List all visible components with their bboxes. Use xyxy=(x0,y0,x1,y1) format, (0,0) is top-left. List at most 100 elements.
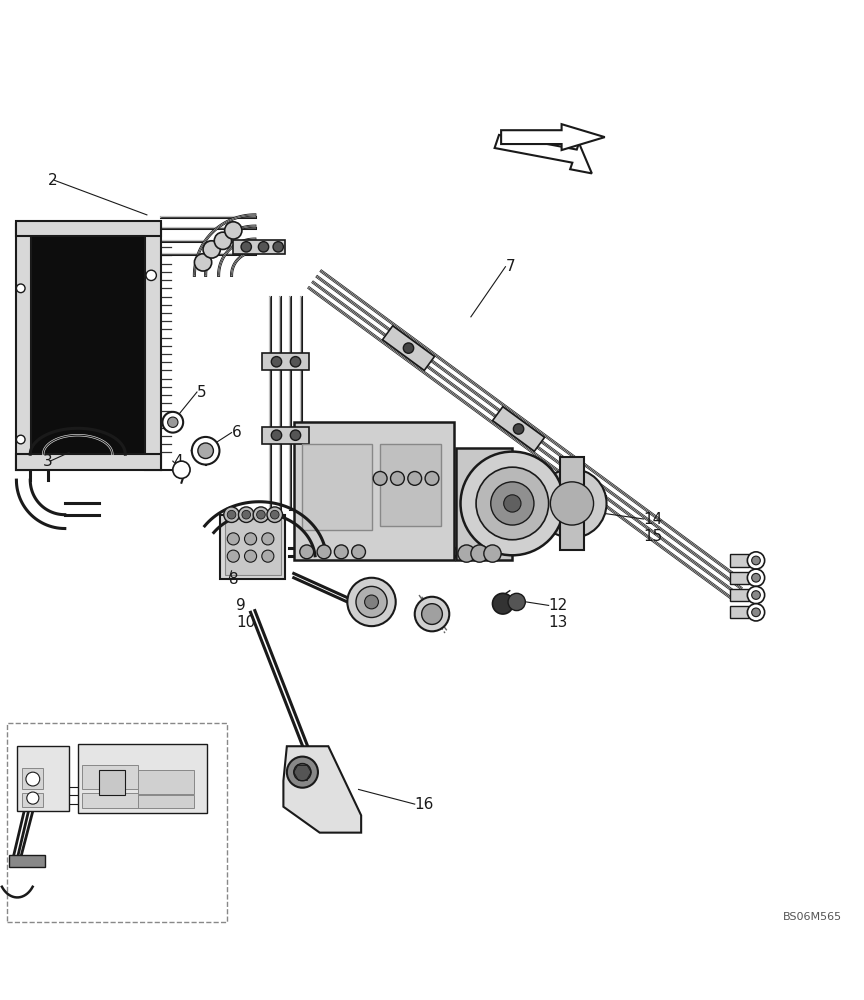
Text: 15: 15 xyxy=(644,529,663,544)
Circle shape xyxy=(173,461,190,478)
Bar xyxy=(31,236,145,454)
Bar xyxy=(730,589,749,601)
Circle shape xyxy=(26,772,40,786)
Bar xyxy=(16,454,161,470)
Circle shape xyxy=(238,507,254,522)
Bar xyxy=(233,240,285,254)
Bar xyxy=(99,770,125,795)
Circle shape xyxy=(225,222,242,239)
Circle shape xyxy=(271,357,282,367)
Text: 10: 10 xyxy=(236,615,255,630)
Circle shape xyxy=(290,430,301,440)
Circle shape xyxy=(403,343,414,353)
Circle shape xyxy=(258,242,269,252)
Bar xyxy=(82,793,138,808)
Bar xyxy=(560,457,584,550)
Circle shape xyxy=(242,510,251,519)
Bar xyxy=(456,448,512,560)
Circle shape xyxy=(513,424,524,434)
Circle shape xyxy=(317,545,331,559)
Circle shape xyxy=(537,469,607,538)
Circle shape xyxy=(245,533,257,545)
Circle shape xyxy=(356,586,387,618)
Circle shape xyxy=(747,586,765,604)
Circle shape xyxy=(492,593,513,614)
Circle shape xyxy=(752,591,760,599)
Text: 7: 7 xyxy=(505,259,515,274)
Circle shape xyxy=(347,578,396,626)
Bar xyxy=(225,519,281,575)
Circle shape xyxy=(227,510,236,519)
Circle shape xyxy=(227,533,239,545)
Bar xyxy=(145,224,161,470)
Circle shape xyxy=(198,443,213,459)
Circle shape xyxy=(752,556,760,565)
Bar xyxy=(22,768,43,789)
Circle shape xyxy=(16,435,25,444)
Circle shape xyxy=(471,545,488,562)
Circle shape xyxy=(391,471,404,485)
Circle shape xyxy=(747,569,765,586)
Bar xyxy=(138,795,194,808)
Bar xyxy=(730,572,749,584)
Circle shape xyxy=(262,550,274,562)
Circle shape xyxy=(262,533,274,545)
Polygon shape xyxy=(494,135,592,173)
Circle shape xyxy=(287,757,318,788)
Circle shape xyxy=(425,471,439,485)
Bar xyxy=(302,444,372,530)
Circle shape xyxy=(168,417,178,427)
Text: 13: 13 xyxy=(549,615,568,630)
Bar xyxy=(220,515,285,579)
Bar xyxy=(262,427,309,444)
Circle shape xyxy=(146,270,156,281)
Circle shape xyxy=(192,437,219,465)
Circle shape xyxy=(352,545,365,559)
Circle shape xyxy=(747,604,765,621)
Circle shape xyxy=(203,241,220,258)
Text: 5: 5 xyxy=(197,385,206,400)
Circle shape xyxy=(214,232,232,249)
Text: 2: 2 xyxy=(48,173,57,188)
Text: 14: 14 xyxy=(644,512,663,527)
Bar xyxy=(78,744,207,813)
Circle shape xyxy=(508,593,525,611)
Circle shape xyxy=(271,430,282,440)
Bar xyxy=(730,554,749,567)
FancyBboxPatch shape xyxy=(383,326,435,370)
Text: 16: 16 xyxy=(415,797,434,812)
Circle shape xyxy=(334,545,348,559)
Circle shape xyxy=(476,467,549,540)
Text: 4: 4 xyxy=(173,454,182,469)
Circle shape xyxy=(273,242,283,252)
Bar xyxy=(138,770,194,794)
Circle shape xyxy=(27,792,39,804)
Circle shape xyxy=(415,597,449,631)
Text: 12: 12 xyxy=(549,598,568,613)
Text: 8: 8 xyxy=(229,572,238,587)
Bar xyxy=(730,606,749,618)
Bar xyxy=(380,444,441,526)
Circle shape xyxy=(241,242,251,252)
Bar xyxy=(9,855,45,867)
Circle shape xyxy=(224,507,239,522)
Bar xyxy=(22,793,43,807)
Bar xyxy=(17,746,69,811)
Text: 11: 11 xyxy=(359,607,378,622)
Circle shape xyxy=(504,495,521,512)
Text: BS06M565: BS06M565 xyxy=(784,912,842,922)
Circle shape xyxy=(294,764,311,781)
Circle shape xyxy=(458,545,475,562)
Circle shape xyxy=(461,452,564,555)
Circle shape xyxy=(747,552,765,569)
Bar xyxy=(294,422,454,560)
Circle shape xyxy=(408,471,422,485)
Bar xyxy=(16,224,31,470)
Circle shape xyxy=(373,471,387,485)
Circle shape xyxy=(194,254,212,271)
Circle shape xyxy=(752,573,760,582)
Circle shape xyxy=(267,507,283,522)
Polygon shape xyxy=(501,124,605,150)
Text: 6: 6 xyxy=(232,425,241,440)
Circle shape xyxy=(484,545,501,562)
